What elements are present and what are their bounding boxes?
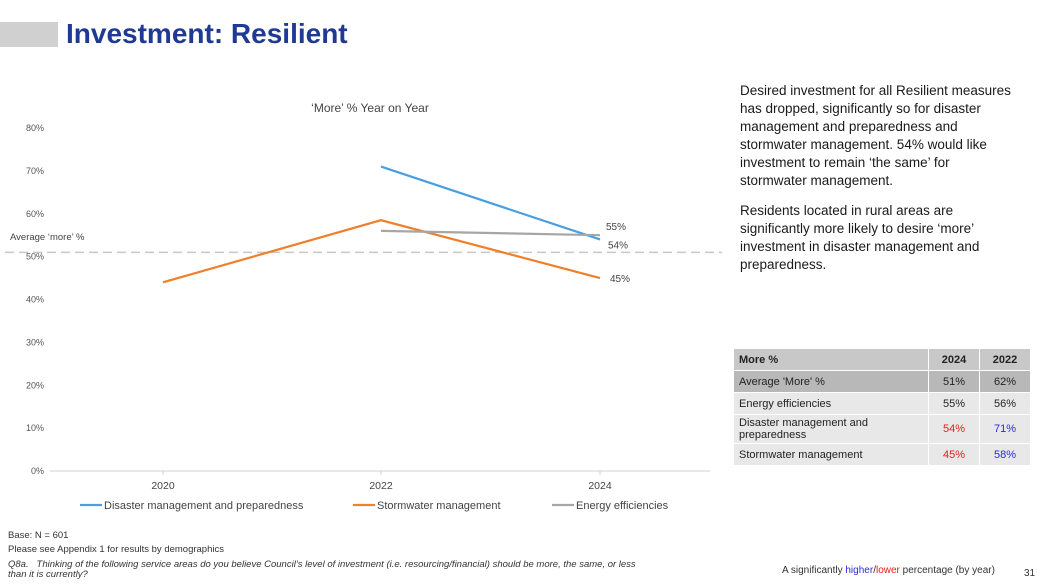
y-tick-label: 30% [26, 337, 44, 347]
question-text: Thinking of the following service areas … [8, 559, 636, 580]
table-header-label: More % [733, 348, 929, 371]
average-line-label: Average ‘more’ % [10, 232, 85, 243]
row-value-2024: 51% [928, 370, 980, 393]
commentary-paragraph-2: Residents located in rural areas are sig… [740, 203, 980, 272]
series-line [162, 219, 601, 284]
y-tick-label: 80% [26, 123, 44, 133]
table-row: Average 'More' % 51% 62% [733, 370, 1031, 393]
row-label: Disaster management and preparedness [733, 414, 929, 444]
commentary: Desired investment for all Resilient mea… [740, 82, 1020, 286]
table-header-2024: 2024 [928, 348, 980, 371]
series-end-label: 45% [610, 274, 630, 285]
y-tick-label: 50% [26, 252, 44, 262]
title-accent-bar [0, 22, 58, 47]
y-axis: 0% 10% 20% 30% 40% 50% 60% 70% 80% [26, 123, 44, 476]
row-label: Energy efficiencies [733, 392, 929, 415]
legend-label: Disaster management and preparedness [104, 500, 304, 512]
table-header-2022: 2022 [979, 348, 1031, 371]
sig-higher: higher [845, 565, 874, 576]
question-note: Q8a. Thinking of the following service a… [8, 560, 648, 580]
row-value-2022: 62% [979, 370, 1031, 393]
series-end-label: 54% [608, 240, 628, 251]
appendix-note: Please see Appendix 1 for results by dem… [8, 544, 224, 555]
row-value-2022: 58% [979, 443, 1031, 466]
series-line [380, 229, 601, 237]
row-value-2024: 45% [928, 443, 980, 466]
table-row: Disaster management and preparedness 54%… [733, 414, 1031, 444]
row-value-2022: 71% [979, 414, 1031, 444]
y-tick-label: 10% [26, 423, 44, 433]
question-id: Q8a. [8, 559, 29, 570]
row-value-2022: 56% [979, 392, 1031, 415]
row-label: Average 'More' % [733, 370, 929, 393]
series-end-label: 55% [606, 222, 626, 233]
y-tick-label: 60% [26, 209, 44, 219]
y-tick-label: 40% [26, 295, 44, 305]
chart-title: ‘More’ % Year on Year [311, 101, 429, 115]
y-tick-label: 20% [26, 380, 44, 390]
y-tick-label: 70% [26, 166, 44, 176]
commentary-paragraph-1: Desired investment for all Resilient mea… [740, 83, 1011, 188]
x-tick-label: 2020 [151, 480, 175, 492]
sig-lower: lower [875, 565, 900, 576]
sig-slash: / [873, 565, 876, 576]
base-note: Base: N = 601 [8, 530, 69, 541]
series-line [380, 165, 601, 241]
sig-prefix: A significantly [782, 565, 846, 576]
legend-label: Energy efficiencies [576, 500, 669, 512]
row-label: Stormwater management [733, 443, 929, 466]
y-tick-label: 0% [31, 466, 44, 476]
more-percent-table: More % 2024 2022 Average 'More' % 51% 62… [733, 348, 1031, 466]
line-chart: ‘More’ % Year on Year 0% 10% 20% 30% 40% 50% 6… [5, 101, 722, 512]
page-title: Investment: Resilient [66, 18, 348, 49]
average-line: Average ‘more’ % [5, 232, 722, 254]
row-value-2024: 55% [928, 392, 980, 415]
legend: Disaster management and preparedness Stor… [80, 500, 669, 512]
x-axis: 2020 2022 2024 [50, 470, 710, 492]
significance-note: A significantly higher/lower percentage … [782, 565, 995, 576]
legend-label: Stormwater management [377, 500, 501, 512]
table-header-row: More % 2024 2022 [733, 348, 1031, 371]
row-value-2024: 54% [928, 414, 980, 444]
table-row: Stormwater management 45% 58% [733, 443, 1031, 466]
series-lines: 54% 45% 55% [162, 165, 630, 285]
table-row: Energy efficiencies 55% 56% [733, 392, 1031, 415]
x-tick-label: 2024 [588, 480, 612, 492]
page-number: 31 [1024, 568, 1036, 579]
sig-suffix: percentage (by year) [899, 565, 995, 576]
x-tick-label: 2022 [369, 480, 393, 492]
